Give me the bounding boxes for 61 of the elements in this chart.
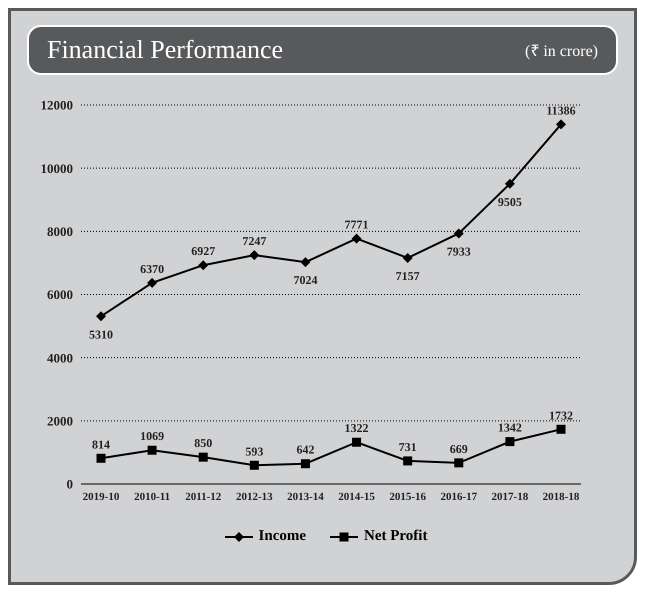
x-tick-label: 2010-11 xyxy=(134,490,170,503)
data-label: 850 xyxy=(194,436,212,450)
point xyxy=(454,458,464,468)
y-tick-label: 4000 xyxy=(47,350,73,366)
data-label: 7024 xyxy=(293,273,318,288)
point xyxy=(403,456,412,466)
data-label: 6370 xyxy=(140,262,164,276)
legend-label: Net Profit xyxy=(363,528,428,545)
point xyxy=(454,228,464,238)
data-label: 642 xyxy=(296,442,314,457)
data-label: 1322 xyxy=(344,421,369,436)
legend-label: Income xyxy=(258,528,306,545)
x-tick-label: 2013-14 xyxy=(287,490,324,503)
point xyxy=(96,311,106,322)
data-label: 731 xyxy=(398,440,417,454)
point xyxy=(556,119,566,130)
point xyxy=(505,437,514,446)
y-tick-label: 2000 xyxy=(47,413,73,428)
x-tick-label: 2011-12 xyxy=(185,490,222,503)
x-tick-label: 2018-18 xyxy=(542,490,580,503)
y-tick-label: 6000 xyxy=(47,287,73,302)
point xyxy=(402,252,413,263)
point xyxy=(300,459,310,468)
y-tick-label: 10000 xyxy=(40,160,73,176)
data-label: 7157 xyxy=(396,268,420,283)
y-tick-label: 0 xyxy=(66,476,73,492)
data-label: 7247 xyxy=(242,234,266,248)
chart-subtitle: (₹ in crore) xyxy=(525,42,598,61)
data-label: 9505 xyxy=(498,194,522,209)
data-label: 669 xyxy=(450,442,468,456)
point xyxy=(504,178,515,189)
data-label: 7771 xyxy=(344,218,369,232)
point xyxy=(96,454,106,463)
data-label: 1342 xyxy=(498,420,522,435)
x-tick-label: 2017-18 xyxy=(492,490,529,503)
x-tick-label: 2019-10 xyxy=(82,490,120,503)
point xyxy=(148,446,157,455)
point xyxy=(198,260,208,270)
point xyxy=(147,278,158,288)
point xyxy=(300,257,310,268)
data-label: 1732 xyxy=(549,408,573,422)
point xyxy=(250,460,259,470)
chart-title: Financial Performance xyxy=(47,35,284,65)
point xyxy=(198,452,208,462)
data-label: 814 xyxy=(92,437,110,452)
x-tick-label: 2016-17 xyxy=(440,490,478,503)
data-label: 5310 xyxy=(89,327,113,342)
data-label: 7933 xyxy=(446,244,471,258)
y-tick-label: 8000 xyxy=(47,224,73,239)
point xyxy=(352,234,362,244)
y-tick-label: 12000 xyxy=(40,98,73,113)
point xyxy=(352,438,362,447)
x-tick-label: 2012-13 xyxy=(236,490,274,503)
data-label: 11386 xyxy=(546,103,576,118)
point xyxy=(556,424,566,434)
data-label: 593 xyxy=(245,444,264,458)
point xyxy=(249,250,260,260)
x-tick-label: 2014-15 xyxy=(338,490,376,503)
data-label: 1069 xyxy=(140,429,164,444)
data-label: 6927 xyxy=(191,244,216,258)
x-tick-label: 2015-16 xyxy=(389,490,426,503)
